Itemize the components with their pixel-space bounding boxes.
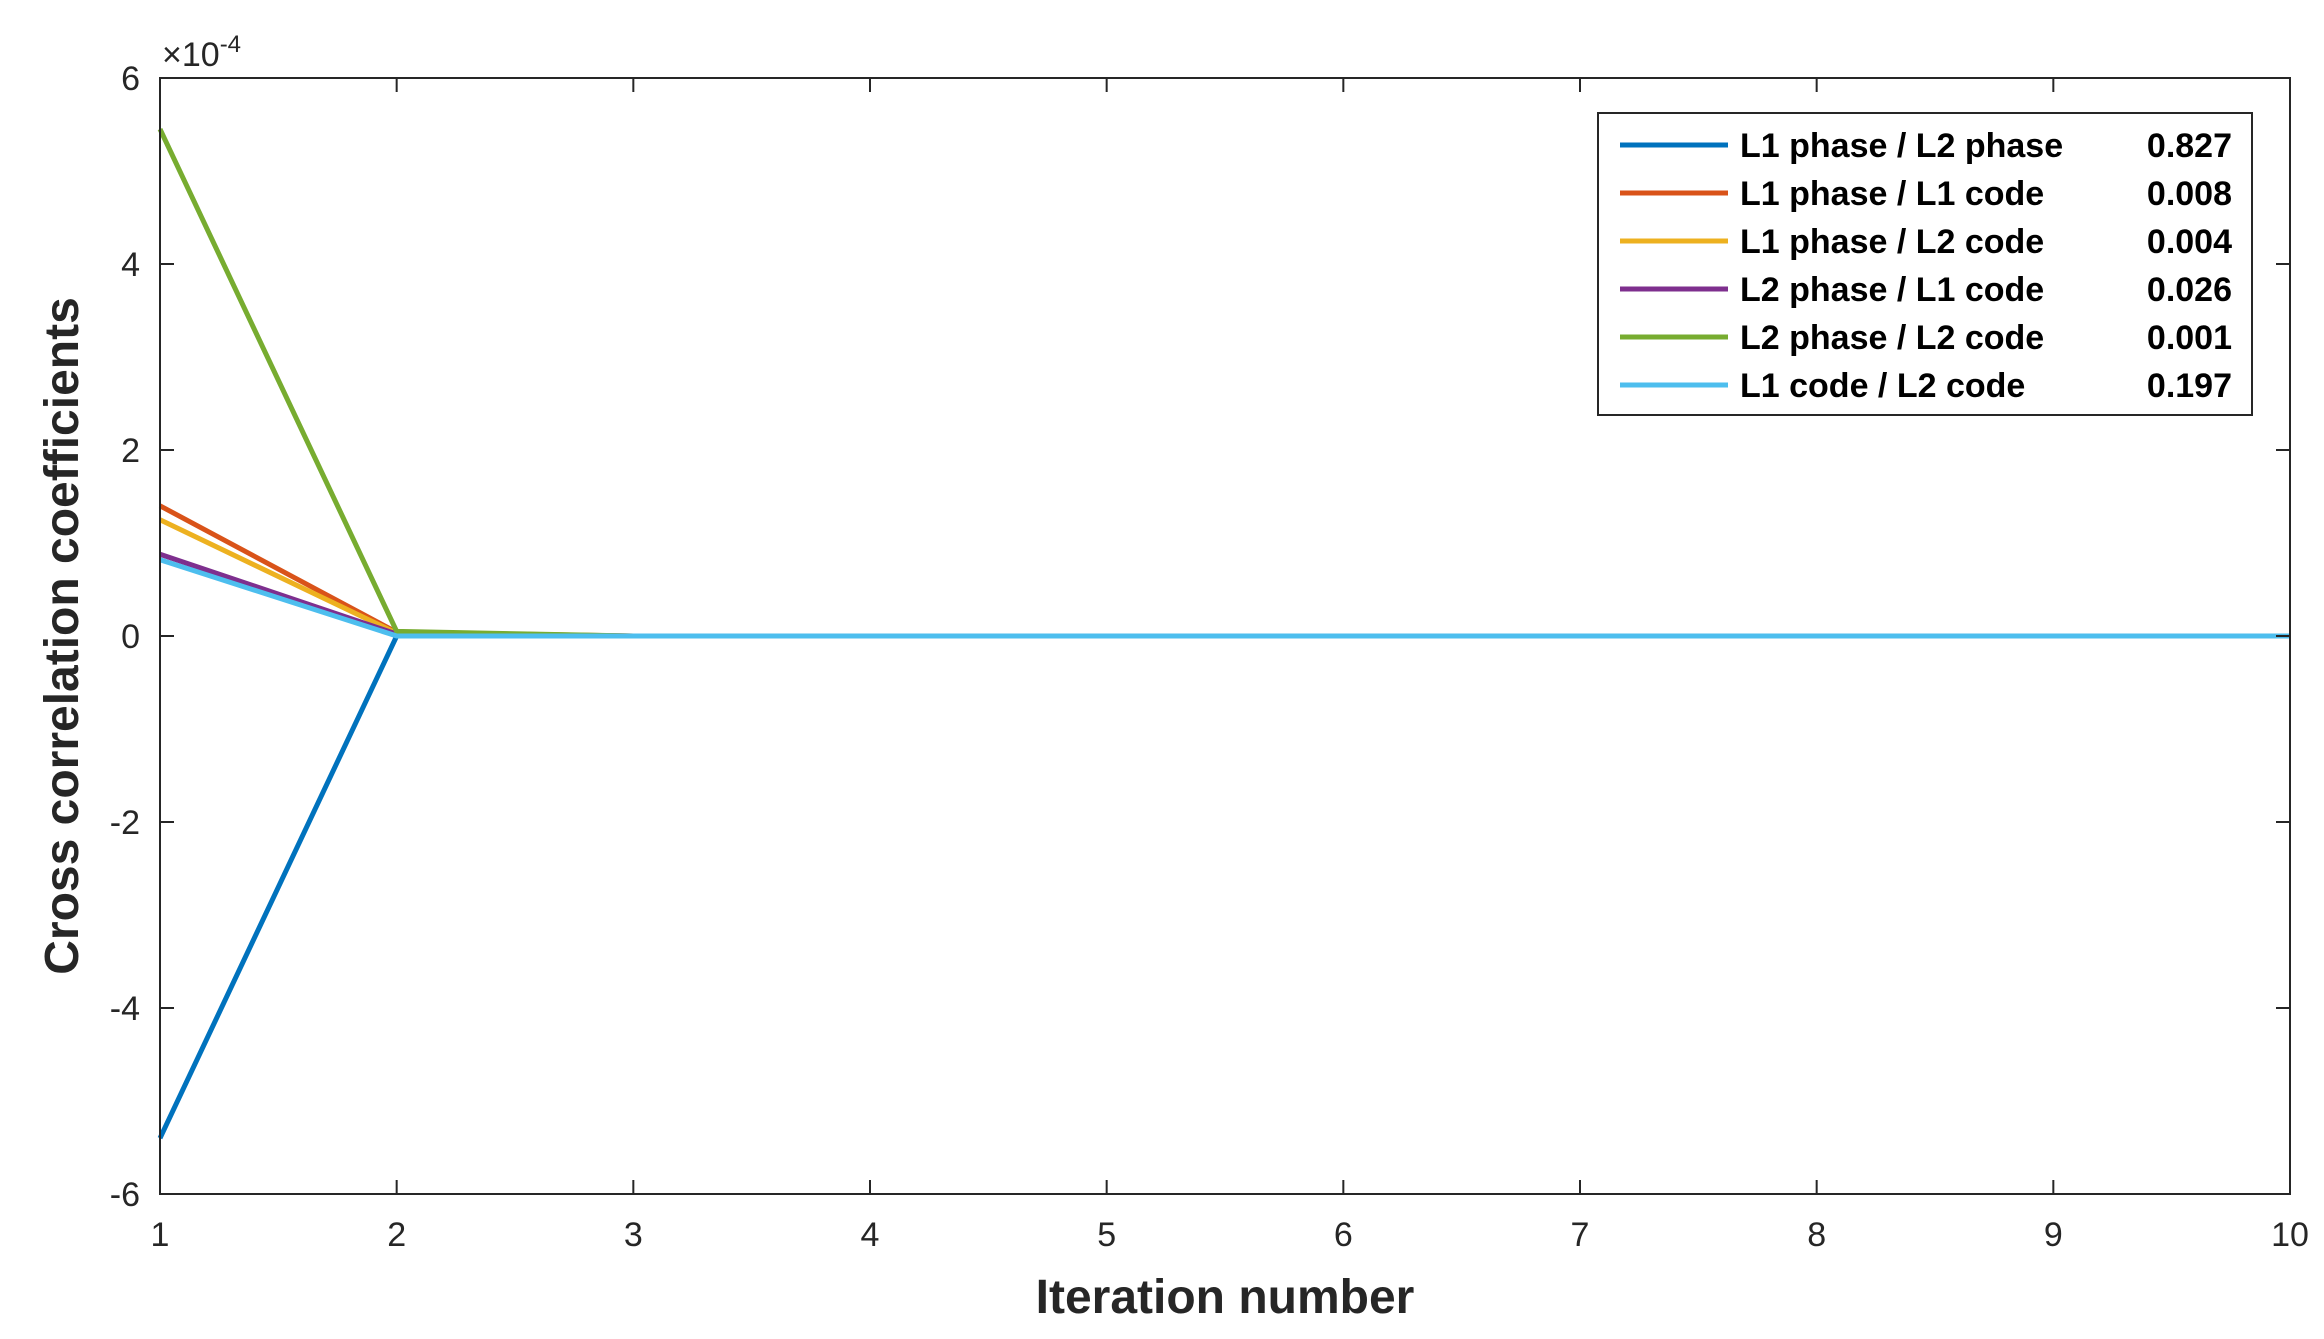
series-layer (157, 128, 2290, 1140)
legend-label: L1 phase / L2 code (1740, 223, 2044, 261)
y-tick-label: 4 (121, 246, 140, 284)
legend-label: L1 phase / L2 phase (1740, 127, 2063, 165)
y-exponent-power: -4 (220, 31, 241, 58)
legend-label: L2 phase / L1 code (1740, 271, 2044, 309)
legend: L1 phase / L2 phase 0.827 L1 phase / L1 co… (1597, 112, 2253, 416)
legend-value: 0.001 (2147, 319, 2232, 357)
legend-label: L1 phase / L1 code (1740, 175, 2044, 213)
legend-label: L1 code / L2 code (1740, 367, 2025, 405)
y-tick-label: -4 (110, 990, 140, 1028)
tick-layer: 1 2 3 4 5 6 7 8 9 10 -6 -4 -2 0 2 4 6 (110, 60, 2309, 1254)
legend-label: L2 phase / L2 code (1740, 319, 2044, 357)
legend-value: 0.827 (2147, 127, 2232, 165)
y-tick-label: -2 (110, 804, 140, 842)
series-line (159, 557, 2290, 639)
x-tick-label: 6 (1334, 1216, 1353, 1254)
y-exponent-label: ×10-4 (162, 31, 241, 74)
x-tick-label: 2 (387, 1216, 406, 1254)
legend-box (1597, 112, 2253, 416)
y-tick-label: 2 (121, 432, 140, 470)
y-axis-title: Cross correlation coefficients (36, 297, 89, 975)
legend-value: 0.026 (2147, 271, 2232, 309)
x-tick-label: 1 (151, 1216, 170, 1254)
legend-value: 0.008 (2147, 175, 2232, 213)
x-tick-label: 3 (624, 1216, 643, 1254)
y-tick-label: 0 (121, 618, 140, 656)
x-tick-label: 9 (2044, 1216, 2063, 1254)
x-tick-label: 10 (2271, 1216, 2309, 1254)
legend-value: 0.004 (2147, 223, 2232, 261)
y-exponent-base: ×10 (162, 36, 220, 74)
x-tick-label: 4 (861, 1216, 880, 1254)
y-tick-label: 6 (121, 60, 140, 98)
x-tick-label: 7 (1571, 1216, 1590, 1254)
x-axis-title: Iteration number (1036, 1271, 1415, 1324)
x-tick-label: 5 (1097, 1216, 1116, 1254)
y-tick-label: -6 (110, 1176, 140, 1214)
x-tick-label: 8 (1807, 1216, 1826, 1254)
legend-value: 0.197 (2147, 367, 2232, 405)
